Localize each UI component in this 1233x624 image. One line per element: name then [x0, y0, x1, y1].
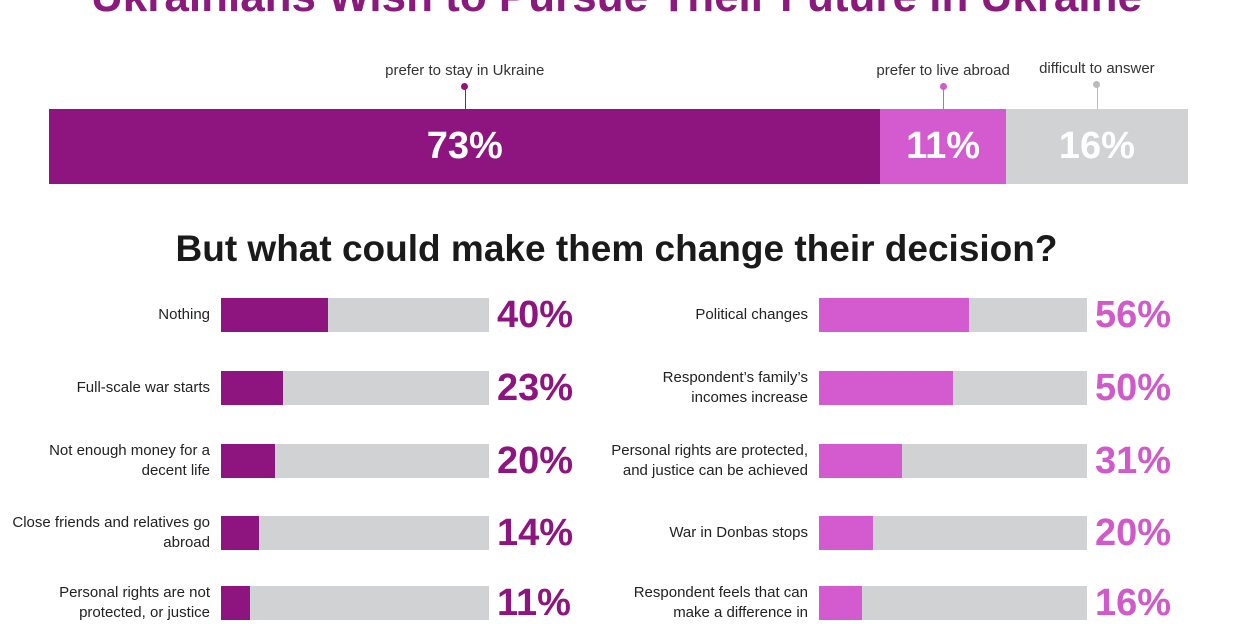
segment-value-label: 73% — [426, 125, 503, 167]
segment-leader-dot — [461, 83, 469, 90]
bar-value-label: 31% — [1095, 440, 1172, 482]
stacked-segment-2: 11% — [880, 109, 1006, 184]
segment-leader-dot — [1093, 81, 1101, 88]
bar-track — [221, 444, 489, 478]
bar-value-label: 16% — [1095, 582, 1172, 624]
bar-category-label: Personal rights are not protected, or ju… — [59, 584, 210, 621]
bar-value-label: 40% — [497, 294, 574, 336]
bar-track — [221, 298, 489, 332]
segment-leader-line — [1096, 82, 1098, 109]
bar-track — [221, 371, 489, 405]
bar-value-label: 20% — [1095, 512, 1172, 554]
bar-value-label: 20% — [497, 440, 574, 482]
segment-value-label: 11% — [906, 125, 981, 167]
segment-leader-line — [943, 84, 945, 109]
bar-fill — [221, 298, 329, 332]
bar-track — [819, 371, 1087, 405]
bar-track — [819, 516, 1087, 550]
bar-category-label: Not enough money for a decent life — [49, 442, 210, 479]
segment-category-label: prefer to stay in Ukraine — [385, 62, 545, 79]
bar-fill — [819, 298, 970, 332]
bar-category-label: Respondent’s family’s incomes increase — [662, 369, 808, 406]
bar-value-label: 14% — [497, 512, 574, 554]
bar-fill — [221, 444, 275, 478]
stacked-segment-1: 73% — [49, 109, 881, 184]
segment-category-label: prefer to live abroad — [876, 62, 1010, 79]
stacked-segment-3: 16% — [1005, 109, 1188, 184]
bar-fill — [819, 586, 862, 620]
bar-value-label: 23% — [497, 367, 574, 409]
bar-fill — [819, 516, 873, 550]
segment-category-label: difficult to answer — [1039, 60, 1155, 77]
segment-value-label: 16% — [1058, 125, 1135, 167]
bar-category-label: Political changes — [695, 306, 808, 323]
segment-leader-dot — [939, 83, 947, 90]
segment-leader-line — [464, 84, 466, 109]
bar-fill — [819, 371, 953, 405]
stacked-bar: 73% 11% 16% — [49, 109, 1188, 184]
bar-track — [819, 298, 1087, 332]
bar-category-label: Personal rights are protected, and justi… — [611, 442, 808, 479]
bar-category-label: Nothing — [158, 306, 210, 323]
bar-fill — [221, 516, 259, 550]
bar-fill — [221, 586, 251, 620]
bar-track — [819, 444, 1087, 478]
bar-track — [819, 586, 1087, 620]
bar-fill — [221, 371, 283, 405]
bar-value-label: 56% — [1095, 294, 1172, 336]
bar-track — [221, 586, 489, 620]
bar-value-label: 11% — [497, 582, 571, 624]
bar-value-label: 50% — [1095, 367, 1172, 409]
bar-category-label: War in Donbas stops — [669, 524, 808, 541]
bar-category-label: Full-scale war starts — [76, 379, 210, 396]
chart-title: Ukrainians Wish to Pursue Their Future i… — [0, 0, 1233, 22]
bar-category-label: Respondent feels that can make a differe… — [633, 584, 808, 621]
bar-category-label: Close friends and relatives go abroad — [12, 514, 210, 551]
bar-track — [221, 516, 489, 550]
bar-fill — [819, 444, 903, 478]
subtitle: But what could make them change their de… — [175, 228, 1058, 269]
